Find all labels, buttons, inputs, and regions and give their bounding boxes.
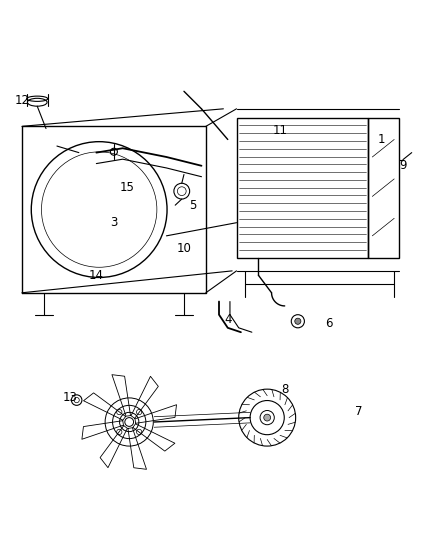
Text: 7: 7 (355, 405, 363, 417)
Bar (368, 118, 399, 258)
Text: 13: 13 (63, 391, 78, 405)
Text: 4: 4 (224, 312, 232, 326)
Text: 1: 1 (377, 133, 385, 146)
Text: 8: 8 (281, 383, 288, 395)
Text: 9: 9 (399, 159, 407, 172)
Text: 15: 15 (120, 181, 134, 194)
Text: 12: 12 (14, 94, 29, 107)
Text: 11: 11 (273, 124, 288, 137)
Text: 5: 5 (189, 199, 196, 212)
Circle shape (295, 318, 301, 324)
Bar (237, 118, 368, 258)
Text: 14: 14 (89, 269, 104, 282)
Text: 6: 6 (325, 317, 332, 330)
Circle shape (264, 414, 271, 421)
Text: 10: 10 (177, 243, 191, 255)
Text: 3: 3 (110, 216, 117, 229)
